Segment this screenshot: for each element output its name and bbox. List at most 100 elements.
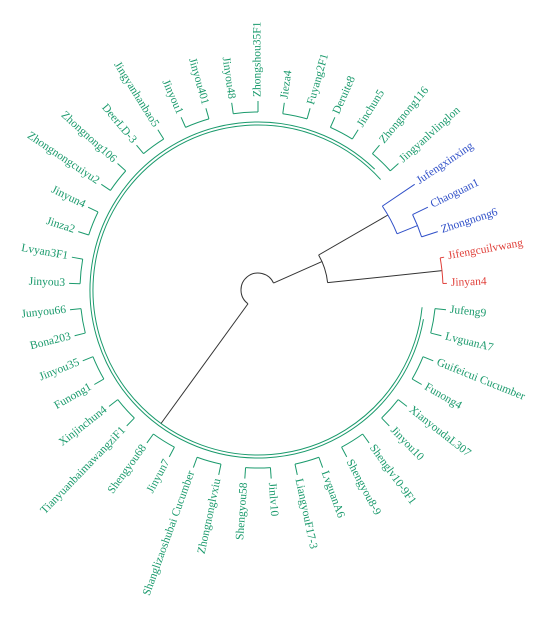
branch xyxy=(318,214,389,256)
branch xyxy=(372,153,391,172)
leaf-label: Jinyou1 xyxy=(160,78,186,116)
leaf-label: Jinyou401 xyxy=(186,57,211,107)
leaf-label: Jinza2 xyxy=(45,215,77,236)
branch xyxy=(430,308,436,334)
branch xyxy=(92,356,105,380)
branch xyxy=(218,464,222,475)
branch xyxy=(244,467,247,479)
branch xyxy=(412,206,429,216)
branch xyxy=(82,356,94,362)
leaf-label: Shengyou8-9 xyxy=(344,457,384,517)
branch xyxy=(397,399,408,407)
branch xyxy=(362,433,370,444)
branch xyxy=(294,456,320,465)
branch xyxy=(71,256,83,260)
branch xyxy=(382,183,415,207)
leaf-label: Jinlv10 xyxy=(266,482,280,517)
branch xyxy=(79,259,84,284)
branch xyxy=(389,163,399,172)
branch xyxy=(88,211,99,236)
root-arc xyxy=(240,272,274,305)
branch xyxy=(329,117,336,128)
branch xyxy=(69,308,82,311)
branch xyxy=(294,464,298,475)
branch xyxy=(273,261,323,284)
branch xyxy=(318,254,329,283)
leaf-label: Fuyang2F1 xyxy=(305,52,331,106)
leaf-label: Jinyun4 xyxy=(49,184,87,211)
branch xyxy=(411,356,424,380)
branch xyxy=(78,231,89,236)
branch xyxy=(422,356,434,362)
leaf-label: Jinyan4 xyxy=(451,276,487,289)
branch xyxy=(180,117,187,128)
leaf-label: Zhongnonglvxiu xyxy=(196,477,224,555)
branch xyxy=(231,102,234,114)
leaf-label: Zhongshou35F1 xyxy=(252,21,264,97)
branch xyxy=(282,113,308,120)
branch xyxy=(146,433,154,444)
leaf-label: Jinyou10 xyxy=(388,424,426,463)
leaf-label: Jinyou48 xyxy=(220,56,238,100)
branch xyxy=(101,183,111,191)
branch xyxy=(306,108,311,120)
branch xyxy=(341,433,363,448)
leaf-label: Jinyou3 xyxy=(29,276,66,289)
branch xyxy=(168,446,175,458)
branch xyxy=(117,399,135,419)
leaf-label: TianyuanbaimawangziF1 xyxy=(38,424,128,516)
branch xyxy=(233,111,259,115)
leaf-label: Jinyou35 xyxy=(38,356,82,383)
branch xyxy=(351,129,359,140)
branch xyxy=(110,170,127,191)
branch xyxy=(126,417,135,427)
branch xyxy=(381,399,399,419)
leaf-label: Zhongnong6 xyxy=(440,206,500,236)
leaf-label: Funong1 xyxy=(52,381,94,412)
branch xyxy=(330,126,353,140)
leaf-label: Bona203 xyxy=(29,330,72,352)
leaf-label: Junyou66 xyxy=(21,304,67,321)
branch xyxy=(160,303,249,424)
leaf-label: LvguanA6 xyxy=(319,469,347,520)
branch xyxy=(205,108,210,120)
branch xyxy=(269,467,272,479)
branch xyxy=(411,378,422,385)
branch xyxy=(381,417,390,427)
branch xyxy=(185,118,210,128)
branch xyxy=(94,378,105,385)
branch xyxy=(117,163,127,172)
leaf-label: Deruite8 xyxy=(331,74,358,116)
leaf-label: Shengyou58 xyxy=(234,482,250,540)
branch xyxy=(74,332,86,337)
branch xyxy=(412,214,423,238)
branch xyxy=(318,457,324,468)
branch xyxy=(430,332,442,337)
leaf-label: DeerLD-3 xyxy=(99,102,139,146)
leaf-label: Funong4 xyxy=(422,381,464,412)
branch xyxy=(434,308,447,311)
branch xyxy=(396,225,418,235)
branch xyxy=(282,102,285,114)
branch xyxy=(327,270,443,284)
branch xyxy=(196,456,222,465)
branch xyxy=(153,433,175,448)
branch xyxy=(381,205,398,234)
branch xyxy=(89,121,424,459)
branch xyxy=(157,129,165,140)
branch xyxy=(80,308,86,334)
leaf-label: Jifengcuilvwang xyxy=(447,237,524,262)
branch xyxy=(87,206,99,213)
branch xyxy=(108,399,119,407)
branch xyxy=(136,144,144,154)
leaf-label: Jinchun5 xyxy=(355,88,387,130)
branch xyxy=(192,457,198,468)
leaf-label: Jinyun7 xyxy=(145,457,173,495)
branch xyxy=(143,138,164,155)
branch xyxy=(92,124,423,456)
branch xyxy=(341,446,348,458)
leaf-label: Jufeng9 xyxy=(449,304,487,320)
leaf-label: LvguanA7 xyxy=(444,331,495,355)
branch xyxy=(440,256,445,259)
